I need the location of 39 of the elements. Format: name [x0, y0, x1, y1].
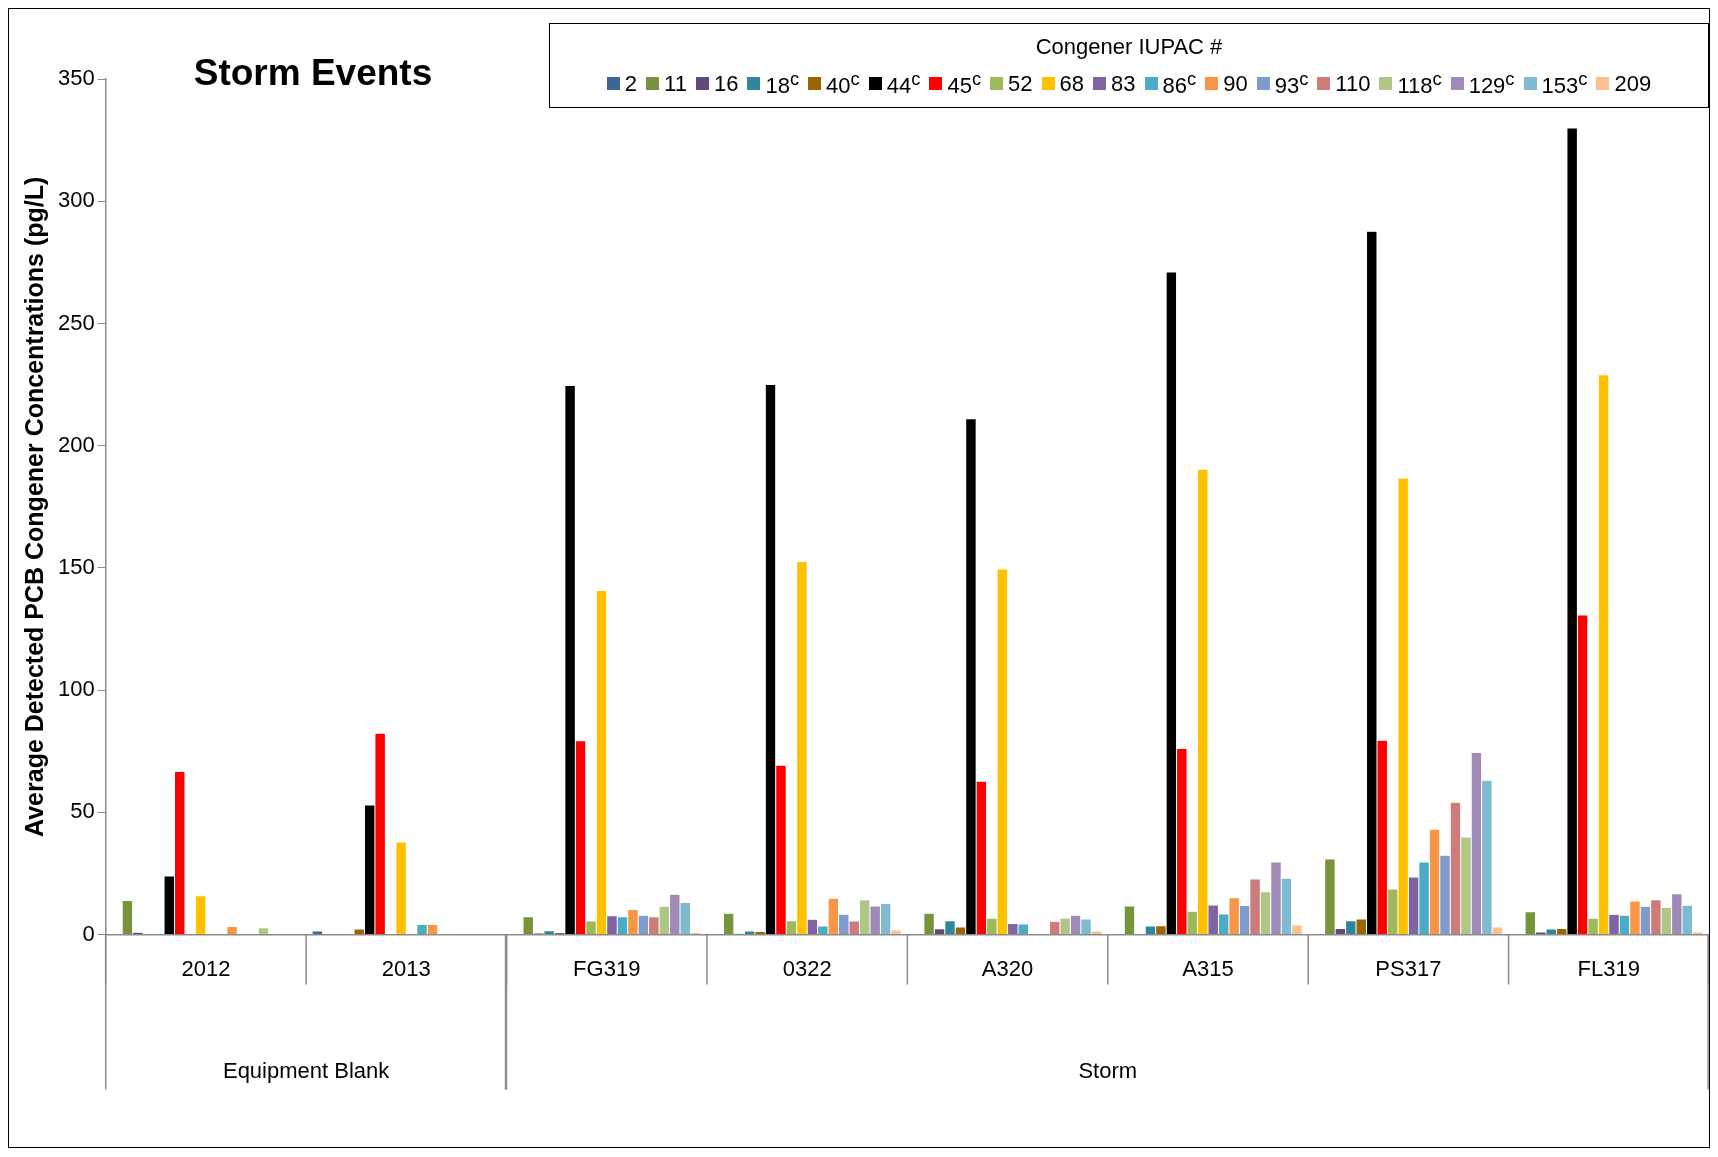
legend-label: 52 [1008, 70, 1033, 97]
y-tick-label: 200 [57, 431, 95, 457]
legend-label: 118$^{c}$ [1397, 68, 1442, 100]
x-tick-label: 0322 [782, 955, 832, 981]
legend-label: 44$^{c}$ [886, 68, 921, 100]
legend-label: 18$^{c}$ [765, 68, 800, 100]
text: Storm [1078, 1057, 1138, 1083]
legend-label: 209 [1614, 70, 1652, 97]
legend-label: 153$^{c}$ [1541, 68, 1588, 100]
y-tick-label: 50 [70, 798, 95, 824]
y-tick-label: 150 [57, 553, 95, 579]
x-tick-label: FG319 [573, 955, 641, 981]
y-tick-label: 0 [82, 920, 95, 946]
y-tick-label: 250 [57, 309, 95, 335]
legend-label: 2 [624, 70, 638, 97]
text: Equipment Blank [222, 1057, 391, 1083]
legend-label: 45$^{c}$ [947, 68, 982, 100]
legend-label: 11 [664, 70, 687, 97]
y-tick-label: 300 [57, 187, 95, 213]
chart-title: Storm Events [193, 52, 433, 94]
legend-label: 110 [1335, 70, 1371, 97]
legend-label: 86$^{c}$ [1162, 68, 1197, 100]
y-tick-label: 350 [57, 65, 95, 91]
legend-label: 40$^{c}$ [826, 68, 860, 100]
legend-title: Congener IUPAC # [1034, 34, 1224, 60]
y-axis-title: Average Detected PCB Congener Concentrations (pg/L) [19, 176, 48, 837]
y-tick-label: 100 [57, 676, 95, 702]
x-tick-label: A315 [1182, 955, 1234, 981]
x-tick-label: 2012 [181, 955, 231, 981]
x-tick-label: PS317 [1375, 955, 1442, 981]
x-tick-label: FL319 [1577, 955, 1640, 981]
legend-label: 68 [1059, 70, 1085, 97]
legend-label: 83 [1111, 70, 1136, 97]
legend-label: 90 [1223, 70, 1248, 97]
legend-label: 93$^{c}$ [1274, 68, 1309, 100]
legend-label: 16 [713, 70, 739, 97]
legend-label: 129$^{c}$ [1468, 68, 1515, 100]
x-tick-label: 2013 [381, 955, 431, 981]
x-tick-label: A320 [981, 955, 1034, 981]
